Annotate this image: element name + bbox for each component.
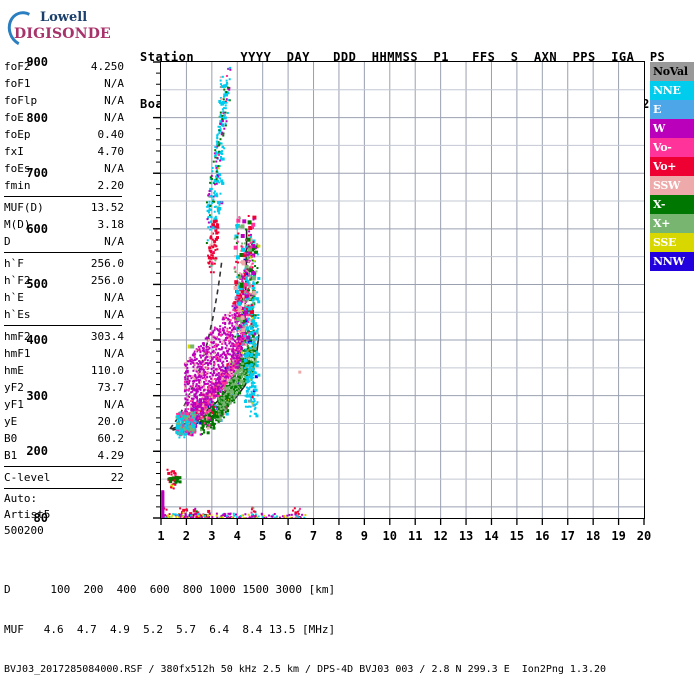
y-tick-label-300: 300 — [8, 390, 48, 402]
x-tick-label-13: 13 — [455, 529, 477, 543]
x-tick-label-14: 14 — [480, 529, 502, 543]
legend-item-vo[interactable]: Vo- — [650, 138, 694, 157]
footer-file-row: BVJ03_2017285084000.RSF / 380fx512h 50 k… — [4, 663, 606, 677]
x-tick-label-1: 1 — [150, 529, 172, 543]
y-tick-label-400: 400 — [8, 334, 48, 346]
legend-item-w[interactable]: W — [650, 119, 694, 138]
x-tick-label-12: 12 — [430, 529, 452, 543]
x-tick-label-16: 16 — [531, 529, 553, 543]
x-tick-label-20: 20 — [633, 529, 655, 543]
x-tick-label-8: 8 — [328, 529, 350, 543]
x-tick-label-6: 6 — [277, 529, 299, 543]
y-tick-label-600: 600 — [8, 223, 48, 235]
footer-muf-row: MUF 4.6 4.7 4.9 5.2 5.7 6.4 8.4 13.5 [MH… — [4, 623, 606, 637]
x-tick-label-9: 9 — [353, 529, 375, 543]
x-tick-label-17: 17 — [557, 529, 579, 543]
legend-item-nne[interactable]: NNE — [650, 81, 694, 100]
x-axis-ticks — [0, 0, 700, 600]
y-tick-label-800: 800 — [8, 112, 48, 124]
legend-item-e[interactable]: E — [650, 100, 694, 119]
legend-item-vo[interactable]: Vo+ — [650, 157, 694, 176]
legend-item-ssw[interactable]: SSW — [650, 176, 694, 195]
legend-item-noval[interactable]: NoVal — [650, 62, 694, 81]
y-tick-label-200: 200 — [8, 445, 48, 457]
x-tick-label-5: 5 — [252, 529, 274, 543]
y-tick-label-900: 900 — [8, 56, 48, 68]
legend-item-sse[interactable]: SSE — [650, 233, 694, 252]
x-tick-label-11: 11 — [404, 529, 426, 543]
y-tick-label-700: 700 — [8, 167, 48, 179]
x-tick-label-19: 19 — [608, 529, 630, 543]
legend-item-x[interactable]: X+ — [650, 214, 694, 233]
x-tick-label-2: 2 — [175, 529, 197, 543]
x-tick-label-15: 15 — [506, 529, 528, 543]
x-tick-label-10: 10 — [379, 529, 401, 543]
footer-info: D 100 200 400 600 800 1000 1500 3000 [km… — [4, 557, 606, 690]
x-tick-label-4: 4 — [226, 529, 248, 543]
legend-item-x[interactable]: X- — [650, 195, 694, 214]
y-tick-label-500: 500 — [8, 278, 48, 290]
footer-distance-row: D 100 200 400 600 800 1000 1500 3000 [km… — [4, 583, 606, 597]
x-tick-label-18: 18 — [582, 529, 604, 543]
x-tick-label-7: 7 — [303, 529, 325, 543]
x-tick-label-3: 3 — [201, 529, 223, 543]
y-tick-label-80: 80 — [8, 512, 48, 524]
legend-item-nnw[interactable]: NNW — [650, 252, 694, 271]
